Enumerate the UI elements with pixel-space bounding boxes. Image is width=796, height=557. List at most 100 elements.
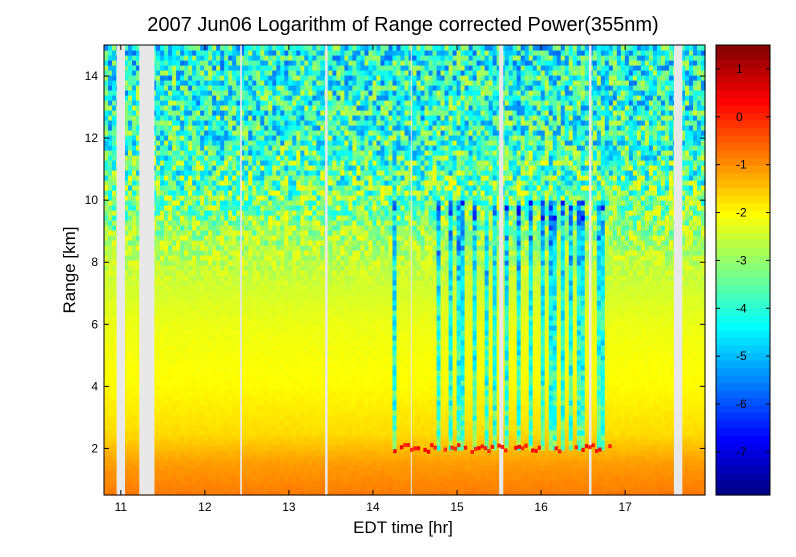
heatmap-cell — [312, 200, 317, 206]
heatmap-cell — [132, 130, 137, 136]
heatmap-cell — [296, 255, 301, 261]
heatmap-cell — [188, 460, 193, 466]
heatmap-cell — [112, 210, 117, 216]
heatmap-cell — [124, 390, 129, 396]
heatmap-cell — [124, 415, 129, 421]
heatmap-cell — [192, 55, 197, 61]
heatmap-cell — [172, 305, 177, 311]
heatmap-cell — [212, 65, 217, 71]
heatmap-cell — [200, 255, 205, 261]
heatmap-cell — [128, 385, 133, 391]
heatmap-cell — [220, 190, 225, 196]
heatmap-cell — [280, 235, 285, 241]
heatmap-cell — [156, 245, 161, 251]
heatmap-cell — [228, 385, 233, 391]
heatmap-cell — [192, 120, 197, 126]
heatmap-cell — [176, 245, 181, 251]
heatmap-cell — [184, 245, 189, 251]
heatmap-cell — [196, 95, 201, 101]
heatmap-cell — [304, 385, 309, 391]
heatmap-cell — [124, 410, 129, 416]
heatmap-cell — [224, 235, 229, 241]
heatmap-cell — [252, 260, 257, 266]
heatmap-cell — [184, 460, 189, 466]
heatmap-cell — [180, 135, 185, 141]
heatmap-cell — [160, 400, 165, 406]
heatmap-cell — [248, 490, 253, 496]
heatmap-cell — [320, 375, 325, 381]
heatmap-cell — [252, 115, 257, 121]
heatmap-cell — [288, 345, 293, 351]
heatmap-cell — [164, 240, 169, 246]
heatmap-cell — [176, 250, 181, 256]
heatmap-cell — [200, 225, 205, 231]
heatmap-cell — [248, 150, 253, 156]
heatmap-cell — [172, 250, 177, 256]
heatmap-cell — [204, 290, 209, 296]
heatmap-cell — [180, 410, 185, 416]
heatmap-cell — [260, 125, 265, 131]
heatmap-cell — [164, 130, 169, 136]
heatmap-cell — [168, 440, 173, 446]
heatmap-cell — [128, 390, 133, 396]
heatmap-cell — [240, 395, 245, 401]
heatmap-cell — [104, 255, 109, 261]
heatmap-cell — [268, 370, 273, 376]
heatmap-cell — [252, 145, 257, 151]
heatmap-cell — [304, 310, 309, 316]
heatmap-cell — [192, 80, 197, 86]
heatmap-cell — [188, 65, 193, 71]
heatmap-cell — [104, 400, 109, 406]
heatmap-cell — [268, 315, 273, 321]
heatmap-cell — [232, 235, 237, 241]
heatmap-cell — [296, 470, 301, 476]
heatmap-cell — [264, 370, 269, 376]
heatmap-cell — [220, 140, 225, 146]
heatmap-cell — [232, 255, 237, 261]
heatmap-cell — [164, 320, 169, 326]
heatmap-cell — [216, 100, 221, 106]
heatmap-cell — [308, 450, 313, 456]
heatmap-cell — [216, 405, 221, 411]
heatmap-cell — [312, 360, 317, 366]
heatmap-cell — [168, 245, 173, 251]
heatmap-cell — [176, 405, 181, 411]
heatmap-cell — [264, 395, 269, 401]
heatmap-cell — [192, 185, 197, 191]
heatmap-cell — [292, 460, 297, 466]
heatmap-cell — [268, 415, 273, 421]
heatmap-cell — [112, 85, 117, 91]
heatmap-cell — [156, 115, 161, 121]
heatmap-cell — [204, 295, 209, 301]
heatmap-cell — [108, 280, 113, 286]
heatmap-cell — [124, 150, 129, 156]
heatmap-cell — [248, 135, 253, 141]
heatmap-cell — [128, 290, 133, 296]
heatmap-cell — [300, 155, 305, 161]
heatmap-cell — [256, 295, 261, 301]
heatmap-cell — [156, 205, 161, 211]
heatmap-cell — [156, 175, 161, 181]
heatmap-cell — [180, 305, 185, 311]
heatmap-cell — [224, 390, 229, 396]
heatmap-cell — [160, 375, 165, 381]
heatmap-cell — [228, 430, 233, 436]
heatmap-cell — [308, 355, 313, 361]
heatmap-cell — [200, 245, 205, 251]
heatmap-cell — [176, 205, 181, 211]
heatmap-cell — [312, 300, 317, 306]
heatmap-cell — [168, 445, 173, 451]
heatmap-cell — [316, 145, 321, 151]
heatmap-cells — [104, 45, 706, 496]
heatmap-cell — [104, 70, 109, 76]
heatmap-cell — [288, 195, 293, 201]
heatmap-cell — [236, 200, 241, 206]
heatmap-cell — [292, 95, 297, 101]
heatmap-cell — [224, 180, 229, 186]
heatmap-cell — [296, 210, 301, 216]
heatmap-cell — [256, 415, 261, 421]
heatmap-cell — [208, 260, 213, 266]
heatmap-cell — [156, 260, 161, 266]
heatmap-cell — [232, 220, 237, 226]
heatmap-cell — [224, 360, 229, 366]
